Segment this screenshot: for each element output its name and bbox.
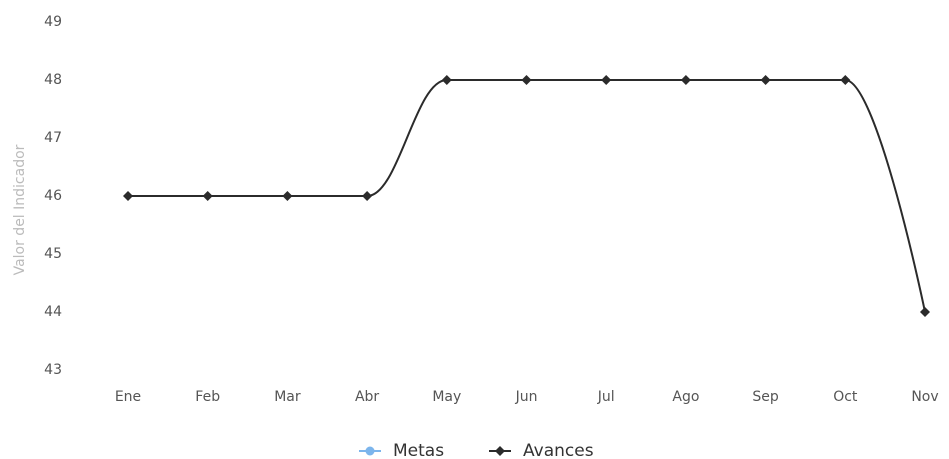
x-tick-label: Mar	[274, 389, 301, 405]
point-marker	[521, 75, 532, 85]
x-tick-label: Nov	[911, 389, 938, 405]
x-tick-label: Ago	[672, 389, 699, 405]
point-marker	[202, 191, 213, 201]
legend-label: Metas	[393, 441, 444, 459]
y-tick-label: 43	[44, 362, 62, 378]
x-tick-label: Abr	[355, 389, 379, 405]
x-tick-label: Feb	[195, 389, 220, 405]
x-tick-label: Jul	[597, 389, 615, 405]
x-tick-label: Jun	[515, 389, 538, 405]
y-tick-label: 47	[44, 130, 62, 146]
x-tick-label: Sep	[752, 389, 779, 405]
legend-label: Avances	[523, 441, 594, 459]
point-marker	[920, 307, 930, 317]
y-tick-label: 48	[44, 72, 62, 88]
y-tick-label: 49	[44, 14, 62, 30]
y-tick-label: 44	[44, 304, 62, 320]
series-line	[128, 79, 926, 313]
x-tick-label: May	[432, 389, 461, 405]
point-marker	[123, 191, 133, 201]
point-marker	[441, 75, 452, 85]
y-tick-label: 45	[44, 246, 62, 262]
y-axis-label: Valor del Indicador	[12, 144, 28, 275]
legend-symbol	[365, 446, 375, 456]
x-tick-label: Ene	[115, 389, 141, 405]
point-marker	[362, 191, 373, 201]
y-tick-label: 46	[44, 188, 62, 204]
point-marker	[680, 75, 691, 85]
point-marker	[282, 191, 293, 201]
legend-symbol	[495, 446, 505, 456]
x-tick-label: Oct	[833, 389, 858, 405]
point-marker	[840, 75, 851, 85]
point-marker	[601, 75, 612, 85]
point-marker	[760, 75, 771, 85]
